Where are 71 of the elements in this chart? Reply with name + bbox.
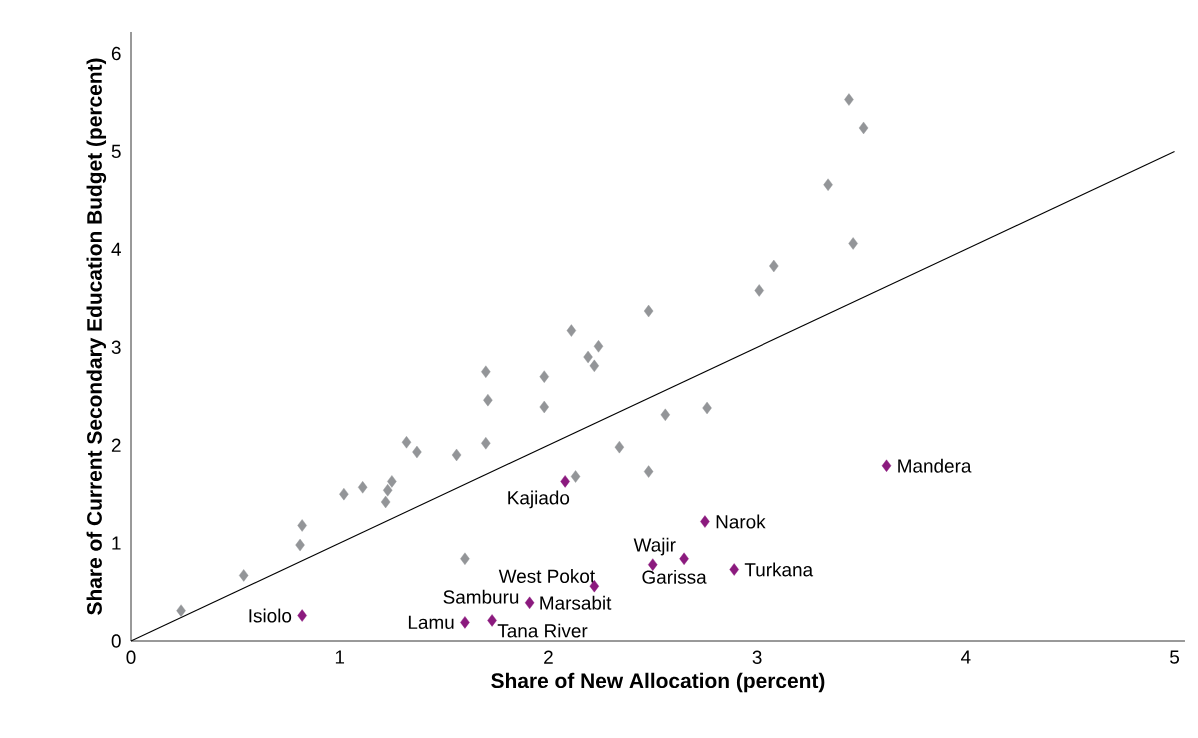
annotation: Marsabit <box>540 595 612 610</box>
point <box>357 481 368 494</box>
y-tick-label: 1 <box>112 536 121 550</box>
point <box>383 484 393 497</box>
x-tick-label: 3 <box>752 650 762 664</box>
point <box>339 487 349 501</box>
annotation: Turkana <box>744 562 814 577</box>
point <box>401 436 412 449</box>
point <box>524 596 535 610</box>
annotation: Isiolo <box>249 608 292 623</box>
point <box>848 237 858 250</box>
y-tick-label: 4 <box>111 242 121 256</box>
point <box>487 614 497 627</box>
x-axis-title: Share of New Allocation (percent) <box>491 672 825 693</box>
point <box>660 408 670 422</box>
point <box>481 437 491 450</box>
point <box>566 324 577 337</box>
point <box>481 365 491 378</box>
y-tick-label: 2 <box>111 438 121 452</box>
point <box>295 538 305 552</box>
point <box>700 515 710 528</box>
point <box>729 563 739 576</box>
point <box>823 178 833 191</box>
annotation: Tana River <box>497 623 588 638</box>
point <box>570 470 581 483</box>
point <box>176 604 186 617</box>
point <box>412 445 422 459</box>
point <box>679 552 689 565</box>
annotation: Mandera <box>898 458 972 473</box>
annotation: Narok <box>716 514 766 529</box>
x-tick-label: 5 <box>1170 650 1180 664</box>
annotation: Samburu <box>443 589 519 604</box>
point <box>858 121 869 135</box>
point <box>769 259 779 273</box>
x-tick-label: 0 <box>126 650 136 664</box>
point <box>239 569 249 582</box>
point <box>844 93 854 106</box>
point <box>483 393 493 407</box>
x-tick-label: 4 <box>961 650 971 664</box>
point <box>648 558 658 571</box>
x-tick-label: 2 <box>544 650 553 664</box>
y-tick-label: 3 <box>111 340 121 354</box>
annotation: Kajiado <box>508 490 570 509</box>
point <box>297 519 307 532</box>
point <box>451 448 462 462</box>
y-tick-label: 0 <box>111 634 121 648</box>
point <box>460 616 470 629</box>
point <box>583 350 593 364</box>
annotation: West Pokot <box>498 569 595 583</box>
point <box>881 459 892 472</box>
point <box>460 552 470 565</box>
point <box>539 400 549 414</box>
point <box>539 370 549 383</box>
point <box>643 304 654 318</box>
annotation: Garissa <box>642 569 707 584</box>
point <box>387 475 397 488</box>
x-tick-label: 1 <box>335 650 345 664</box>
y-tick-label: 5 <box>111 144 121 159</box>
annotation: Wajir <box>633 537 676 556</box>
y-axis-title: Share of Current Secondary Education Budget (percent) <box>86 58 107 615</box>
point <box>643 465 654 478</box>
point <box>560 475 570 488</box>
point <box>589 359 600 373</box>
point <box>754 284 764 297</box>
point <box>380 495 391 509</box>
y-tick-label: 6 <box>111 46 121 61</box>
point <box>593 340 604 353</box>
point <box>702 401 712 415</box>
annotation: Lamu <box>408 615 454 629</box>
point <box>614 440 625 454</box>
point <box>297 609 307 622</box>
